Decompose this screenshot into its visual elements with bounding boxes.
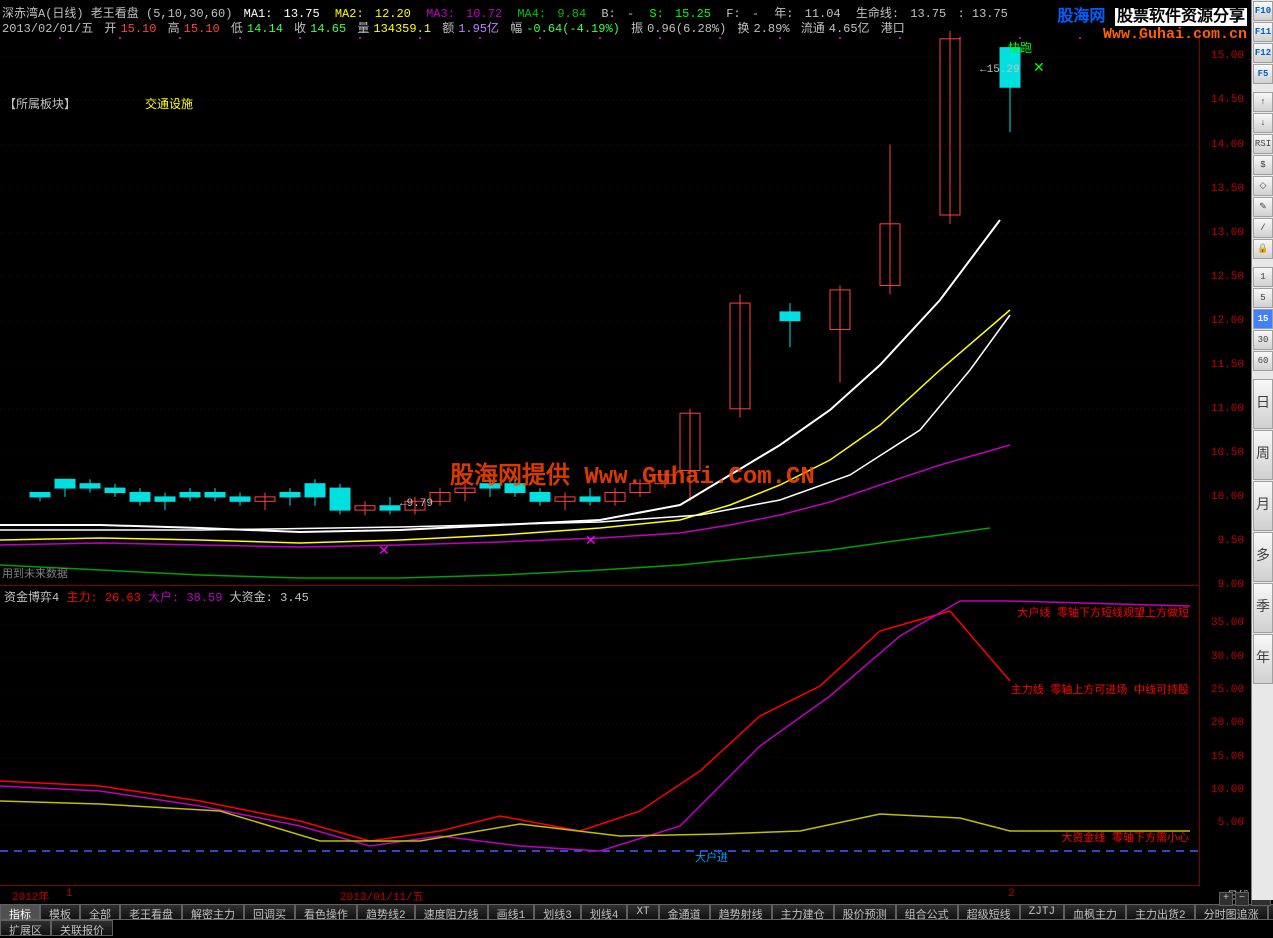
time-axis: 2012年 1 2013/01/11/五 2 (0, 885, 1200, 901)
y-tick-label: 11.00 (1211, 403, 1244, 415)
logo-area: 股海网 股票软件资源分享 Www.Guhai.com.cn (1057, 2, 1247, 43)
tab-扩展区[interactable]: 扩展区 (0, 920, 51, 936)
tab-划线4[interactable]: 划线4 (581, 904, 628, 920)
main-candlestick-chart[interactable]: ✕ ✕ ✕ ←9.79 ←15.29 快跑 (0, 30, 1200, 585)
time-label: 1 (66, 888, 73, 900)
period-月[interactable]: 月 (1253, 481, 1273, 531)
tab-组合公式[interactable]: 组合公式 (896, 904, 958, 920)
annot-mid: 主力线 零轴上方可进场 中线可持股 (1011, 681, 1189, 697)
y-tick-label: 10.50 (1211, 447, 1244, 459)
tool-F5[interactable]: F5 (1253, 64, 1273, 84)
tool-F10[interactable]: F10 (1253, 1, 1273, 21)
tool-icon[interactable]: $ (1253, 155, 1273, 175)
sub-y-axis: 5.00 10.00 15.00 20.00 25.00 30.00 35.00 (1200, 585, 1250, 885)
extra-tab-bar: 扩展区关联报价 (0, 920, 1273, 936)
tool-F11[interactable]: F11 (1253, 22, 1273, 42)
period-15[interactable]: 15 (1253, 309, 1273, 329)
y-tick-label: 13.50 (1211, 183, 1244, 195)
tab-划线3[interactable]: 划线3 (534, 904, 581, 920)
annot-top: 大户线 零轴下方短线观望上方做短 (1017, 604, 1189, 620)
tab-回调买[interactable]: 回调买 (244, 904, 295, 920)
y-tick-label: 15.00 (1211, 50, 1244, 62)
tab-金通道[interactable]: 金通道 (659, 904, 710, 920)
y-tick-label: 11.50 (1211, 359, 1244, 371)
tab-全部[interactable]: 全部 (80, 904, 120, 920)
period-周[interactable]: 周 (1253, 430, 1273, 480)
time-label: 2013/01/11/五 (340, 888, 424, 904)
tab-主力建仓[interactable]: 主力建仓 (772, 904, 834, 920)
y-tick-label: 12.00 (1211, 315, 1244, 327)
tab-超级短线[interactable]: 超级短线 (958, 904, 1020, 920)
time-label: 2 (1008, 888, 1015, 900)
sub-y-tick: 25.00 (1211, 684, 1244, 696)
watermark: 股海网提供 Www.Guhai.Com.CN (450, 455, 815, 491)
annot-bot: 大资金线 零轴下方需小心 (1061, 829, 1189, 845)
sector-label: 【所属板块】 (4, 95, 76, 112)
sub-y-tick: 15.00 (1211, 751, 1244, 763)
sector-name: 交通设施 (145, 95, 193, 112)
tool-icon[interactable]: ◇ (1253, 176, 1273, 196)
sub-y-tick: 10.00 (1211, 784, 1244, 796)
tool-icon[interactable]: 🔒 (1253, 239, 1273, 259)
tab-ZJTJ[interactable]: ZJTJ (1020, 904, 1064, 920)
period-多[interactable]: 多 (1253, 532, 1273, 582)
sub-y-tick: 20.00 (1211, 717, 1244, 729)
y-tick-label: 14.50 (1211, 94, 1244, 106)
main-y-axis: 9.009.5010.0010.5011.0011.5012.0012.5013… (1200, 30, 1250, 585)
tab-老王看盘[interactable]: 老王看盘 (120, 904, 182, 920)
tab-指标[interactable]: 指标 (0, 904, 40, 920)
svg-text:✕: ✕ (1033, 61, 1045, 77)
svg-text:快跑: 快跑 (1008, 41, 1032, 56)
tab-速度阻力线[interactable]: 速度阻力线 (415, 904, 488, 920)
y-tick-label: 12.50 (1211, 271, 1244, 283)
svg-text:✕: ✕ (378, 544, 390, 560)
y-tick-label: 13.00 (1211, 227, 1244, 239)
zoom-plus[interactable]: + (1219, 892, 1233, 906)
tool-icon[interactable]: RSI (1253, 134, 1273, 154)
sub-y-tick: 30.00 (1211, 651, 1244, 663)
period-30[interactable]: 30 (1253, 330, 1273, 350)
tab-股价预测[interactable]: 股价预测 (834, 904, 896, 920)
tab-关联报价[interactable]: 关联报价 (51, 920, 113, 936)
tool-F12[interactable]: F12 (1253, 43, 1273, 63)
tab-主力出货2[interactable]: 主力出货2 (1126, 904, 1195, 920)
tab-血枫主力[interactable]: 血枫主力 (1064, 904, 1126, 920)
annot-enter: 大户进 (695, 849, 728, 865)
tool-icon[interactable]: ↑ (1253, 92, 1273, 112)
tool-icon[interactable]: ✎ (1253, 197, 1273, 217)
period-日[interactable]: 日 (1253, 379, 1273, 429)
time-label: 2012年 (12, 888, 49, 904)
period-5[interactable]: 5 (1253, 288, 1273, 308)
sub-y-tick: 5.00 (1218, 817, 1244, 829)
svg-text:←9.79: ←9.79 (400, 498, 433, 510)
tab-分时图追涨[interactable]: 分时图追涨 (1195, 904, 1268, 920)
sub-indicator-chart[interactable]: 资金博弈4 主力: 26.63 大户: 38.59 大资金: 3.45 大户线 … (0, 585, 1200, 885)
period-季[interactable]: 季 (1253, 583, 1273, 633)
period-60[interactable]: 60 (1253, 351, 1273, 371)
tab-趋势线2[interactable]: 趋势线2 (357, 904, 415, 920)
period-年[interactable]: 年 (1253, 634, 1273, 684)
right-toolbar: F10F11F12F5↑↓RSI$◇✎/🔒15153060日周月多季年 (1251, 0, 1273, 900)
period-1[interactable]: 1 (1253, 267, 1273, 287)
future-data-note: 用到未来数据 (2, 565, 68, 581)
tab-分时拉升[interactable]: 分时拉升 (1268, 904, 1273, 920)
tab-模板[interactable]: 模板 (40, 904, 80, 920)
tool-icon[interactable]: ↓ (1253, 113, 1273, 133)
indicator-tab-bar: 指标模板全部老王看盘解密主力回调买看色操作趋势线2速度阻力线画线1划线3划线4X… (0, 904, 1273, 920)
svg-text:←15.29: ←15.29 (980, 64, 1020, 76)
tab-趋势射线[interactable]: 趋势射线 (710, 904, 772, 920)
y-tick-label: 10.00 (1211, 491, 1244, 503)
tab-看色操作[interactable]: 看色操作 (295, 904, 357, 920)
sub-y-tick: 35.00 (1211, 617, 1244, 629)
svg-text:✕: ✕ (585, 534, 597, 550)
tab-XT[interactable]: XT (627, 904, 658, 920)
tool-icon[interactable]: / (1253, 218, 1273, 238)
tab-画线1[interactable]: 画线1 (488, 904, 535, 920)
zoom-minus[interactable]: − (1235, 892, 1249, 906)
y-tick-label: 14.00 (1211, 139, 1244, 151)
tab-解密主力[interactable]: 解密主力 (182, 904, 244, 920)
y-tick-label: 9.50 (1218, 535, 1244, 547)
